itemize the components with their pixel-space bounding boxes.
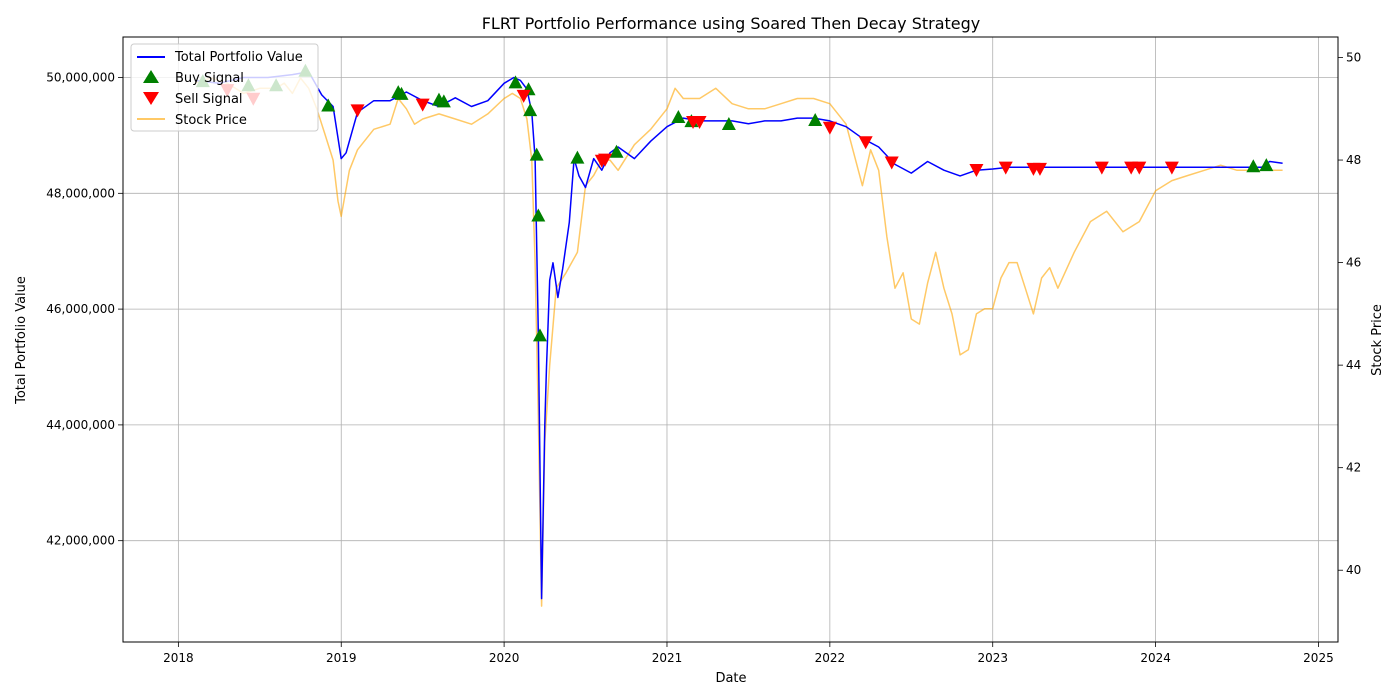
plot-frame [122,36,1339,643]
buy-signal-marker [721,117,736,130]
buy-signal-marker [529,147,544,161]
signal-layer [195,63,1274,342]
y-right-tick-label: 40 [1346,563,1361,577]
sell-signal-marker [350,104,365,118]
buy-signal-marker [609,144,624,158]
y-tick-label: 42,000,000 [46,534,115,548]
buy-signal-marker [436,94,451,108]
legend-buy-label: Buy Signal [175,71,244,86]
sell-signal-marker [516,89,531,103]
y-right-tick-label: 48 [1346,153,1361,167]
y-right-tick-label: 44 [1346,358,1361,372]
legend-sell-label: Sell Signal [175,92,243,107]
buy-signal-marker [531,208,546,222]
buy-signal-marker [1246,159,1261,173]
sell-signal-marker [858,136,873,150]
buy-signal-marker [523,103,538,117]
chart-title: FLRT Portfolio Performance using Soared … [482,14,981,33]
sell-signal-marker [692,115,707,129]
y-right-tick-label: 42 [1346,461,1361,475]
sell-signal-marker [998,161,1013,175]
x-tick-label: 2022 [815,651,846,665]
y-axis-label: Total Portfolio Value [14,276,29,405]
y-tick-label: 44,000,000 [46,418,115,432]
buy-signal-marker [532,328,547,342]
x-tick-label: 2023 [977,651,1008,665]
buy-signal-marker [671,110,686,124]
legend-buy-swatch [143,70,159,83]
x-axis-label: Date [715,671,746,686]
x-tick-label: 2024 [1140,651,1171,665]
sell-signal-marker [969,164,984,177]
sell-signal-marker [1132,161,1147,175]
axes: 2018 2019 2020 2021 2022 2023 2024 2025 42,000,0… [46,36,1361,665]
sell-signal-marker [1032,162,1047,176]
x-tick-label: 2020 [489,651,520,665]
legend: Total Portfolio Value Buy Signal Sell Si… [130,43,319,132]
sell-signal-marker [598,153,613,167]
y-right-tick-label: 46 [1346,256,1361,270]
grid [123,37,1338,642]
legend-sell-swatch [143,92,159,105]
sell-signal-marker [884,156,899,170]
legend-stock-label: Stock Price [175,113,247,128]
sell-signal-marker [822,121,837,135]
buy-signal-marker [570,150,585,164]
buy-signal-marker [508,75,523,89]
x-tick-label: 2019 [326,651,357,665]
y-tick-label: 48,000,000 [46,186,115,200]
buy-signal-marker [808,112,823,126]
sell-signal-marker [1164,161,1179,175]
legend-frame [130,43,319,132]
legend-portfolio-label: Total Portfolio Value [174,50,303,65]
stock-price-layer [194,77,1283,607]
buy-signal-marker [1259,158,1274,172]
sell-signal-marker [415,98,430,112]
sell-signal-marker [1094,161,1109,175]
y-tick-label: 50,000,000 [46,71,115,85]
x-tick-label: 2021 [652,651,683,665]
buy-signal-marker [394,86,409,100]
y-right-tick-label: 50 [1346,51,1361,65]
x-tick-label: 2018 [163,651,194,665]
x-tick-label: 2025 [1303,651,1334,665]
buy-signal-marker [321,98,336,112]
y-tick-label: 46,000,000 [46,302,115,316]
y-axis-right-label: Stock Price [1370,304,1385,376]
stock-price-line [194,77,1283,607]
